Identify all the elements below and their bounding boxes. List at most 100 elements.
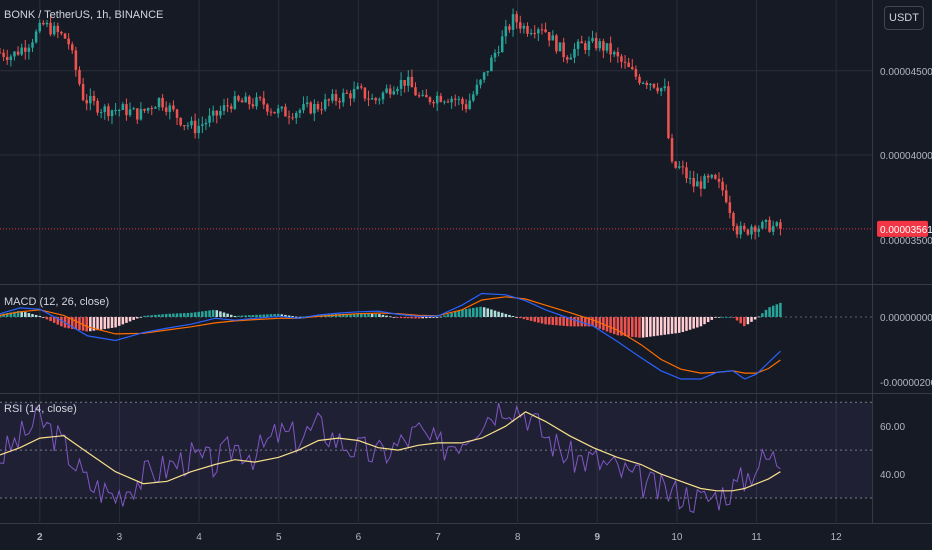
macd-histogram-bar [732,316,735,318]
candle-body [587,41,591,51]
candle-body [594,37,598,49]
candle-body [215,110,219,116]
macd-histogram-bar [638,316,641,338]
macd-histogram-bar [522,316,526,320]
macd-histogram-bar [432,316,435,318]
candle-body [125,104,128,116]
candle-body [313,103,316,114]
candle-body [735,225,739,235]
macd-histogram-bar [605,316,609,332]
candle-body [670,138,674,162]
candle-body [732,212,735,226]
candle-body [193,120,197,134]
candle-body [273,111,276,114]
candle-body [128,109,132,116]
macd-histogram-bar [226,313,229,317]
candle-body [67,38,70,45]
candle-body [616,51,620,57]
candle-body [645,82,649,86]
candle-body [446,101,450,103]
x-tick-label: 6 [356,532,362,543]
macd-histogram-bar [107,316,110,329]
macd-histogram-bar [146,315,150,317]
candle-body [555,35,558,52]
candle-body [107,106,110,117]
macd-legend: MACD (12, 26, close) [4,296,110,308]
macd-histogram-bar [154,314,157,317]
candle-body [226,105,229,107]
macd-histogram-bar [677,316,681,333]
candle-body [468,100,471,110]
candle-body [497,52,500,54]
candle-body [439,95,443,102]
candle-body [78,69,81,84]
candle-body [81,83,85,101]
x-tick-label: 9 [594,532,600,543]
macd-histogram-bar [735,316,739,321]
macd-histogram-bar [417,316,421,319]
macd-histogram-bar [493,310,497,317]
macd-histogram-bar [175,313,179,317]
candle-body [681,166,685,168]
macd-histogram-bar [190,312,193,317]
candle-body [237,96,240,101]
macd-histogram-bar [479,306,482,317]
macd-histogram-bar [652,316,656,337]
candle-body [85,100,88,104]
candle-body [52,25,56,35]
macd-histogram-bar [641,316,645,338]
candle-body [703,175,706,189]
candle-body [168,105,172,112]
candle-body [410,76,414,88]
candle-body [186,125,190,127]
macd-histogram-bar [157,314,161,317]
macd-histogram-bar [475,307,479,317]
candle-body [222,105,226,111]
macd-histogram-bar [287,315,291,317]
candle-body [276,108,280,114]
candle-body [627,62,630,67]
macd-histogram-bar [132,316,135,320]
macd-histogram-bar [446,314,450,317]
candle-body [508,26,511,30]
macd-histogram-bar [345,313,349,317]
candle-body [266,104,269,112]
candle-body [302,104,305,111]
macd-histogram-bar [771,305,775,317]
macd-histogram-bar [724,316,728,318]
macd-histogram-bar [616,316,620,336]
macd-histogram-bar [302,316,305,318]
candle-body [45,22,49,25]
currency-selector-button[interactable]: USDT [884,6,924,30]
candle-body [407,76,410,86]
candle-body [688,178,692,180]
macd-histogram-bar [746,316,750,325]
candle-body [305,102,309,105]
macd-histogram-bar [699,316,703,327]
candle-body [757,228,761,232]
candle-body [143,108,146,111]
macd-histogram-bar [349,313,352,317]
macd-histogram-bar [96,316,99,331]
macd-histogram-bar [439,316,443,318]
candle-body [244,96,247,103]
x-tick-label: 3 [117,532,123,543]
candle-body [663,86,667,89]
candle-body [309,102,312,114]
macd-histogram-bar [706,316,710,323]
candle-body [696,181,699,187]
candle-body [519,22,522,29]
macd-histogram-bar [569,316,573,327]
macd-histogram-bar [269,314,273,317]
macd-histogram-bar [244,315,247,317]
macd-histogram-bar [201,311,204,317]
macd-histogram-bar [378,314,381,317]
candle-body [685,167,688,179]
candle-body [435,95,439,104]
macd-histogram-bar [623,316,627,337]
macd-histogram-bar [739,316,742,324]
candle-body [779,222,782,229]
candle-body [750,226,753,235]
